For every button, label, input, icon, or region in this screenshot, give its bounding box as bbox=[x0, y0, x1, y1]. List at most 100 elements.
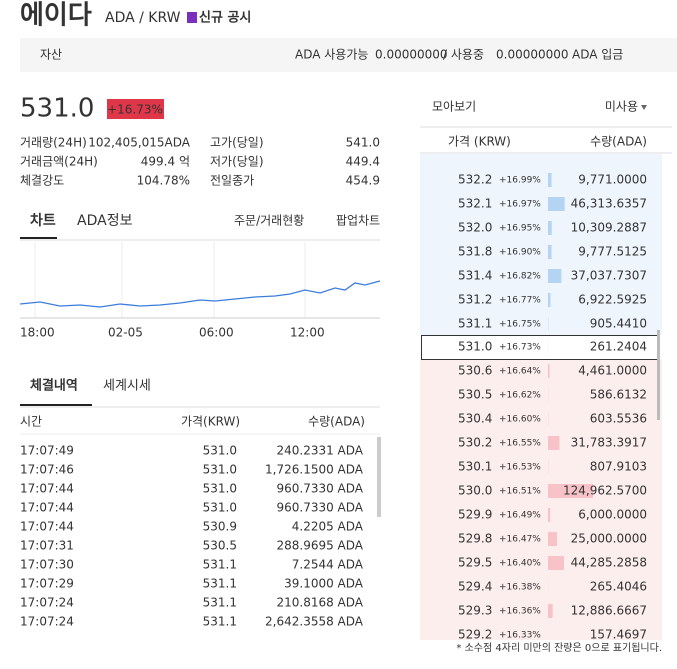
order-qty: 6,922.5925 bbox=[578, 293, 647, 307]
trade-qty: 960.7330 ADA bbox=[276, 482, 363, 496]
order-price: 531.0 bbox=[458, 340, 492, 354]
notice-icon bbox=[187, 12, 197, 23]
trade-price: 531.1 bbox=[203, 577, 237, 591]
order-qty: 37,037.7307 bbox=[571, 269, 647, 283]
quantity-bar bbox=[548, 532, 558, 546]
stat-label: 저가(당일) bbox=[210, 155, 264, 169]
order-price: 530.5 bbox=[458, 388, 492, 402]
scrollbar bbox=[657, 330, 660, 420]
stat-label: 고가(당일) bbox=[210, 136, 264, 150]
trade-qty: 39.1000 ADA bbox=[284, 577, 364, 591]
order-qty: 265.4046 bbox=[590, 580, 647, 594]
x-tick-label: 18:00 bbox=[20, 326, 55, 340]
order-qty: 46,313.6357 bbox=[571, 197, 647, 211]
order-qty: 124,962.5700 bbox=[563, 484, 647, 498]
balance-bar bbox=[20, 38, 677, 72]
order-qty: 586.6132 bbox=[590, 388, 647, 402]
footnote: * 소수점 4자리 미만의 잔량은 0으로 표기됩니다. bbox=[456, 641, 662, 654]
page-title: 에이다 bbox=[20, 1, 92, 31]
tab-link[interactable]: 팝업차트 bbox=[336, 214, 380, 228]
trade-price: 531.0 bbox=[203, 444, 237, 458]
balance-value: 0.00000000 bbox=[375, 48, 448, 62]
order-price: 530.1 bbox=[458, 460, 492, 474]
quantity-bar bbox=[548, 221, 552, 235]
price-line bbox=[19, 280, 381, 308]
order-change: +16.95% bbox=[499, 224, 541, 234]
current-price: 531.0 bbox=[20, 94, 94, 124]
order-change: +16.90% bbox=[499, 248, 541, 258]
order-price: 529.8 bbox=[458, 532, 492, 546]
order-qty: 6,000.0000 bbox=[578, 508, 647, 522]
order-qty: 4,461.0000 bbox=[578, 364, 647, 378]
trade-time: 17:07:24 bbox=[20, 596, 74, 610]
quantity-bar bbox=[548, 173, 552, 187]
stat-label: 체결강도 bbox=[20, 174, 64, 188]
column-header: 수량(ADA) bbox=[590, 135, 647, 149]
bid-area bbox=[420, 359, 662, 640]
balance-label: ADA 사용가능 bbox=[295, 48, 368, 62]
order-change: +16.55% bbox=[499, 439, 541, 449]
group-label: 모아보기 bbox=[432, 100, 476, 114]
tab-link[interactable]: 주문/거래현황 bbox=[234, 214, 304, 228]
trade-price: 531.0 bbox=[203, 482, 237, 496]
order-change: +16.75% bbox=[499, 320, 541, 330]
x-tick-label: 12:00 bbox=[290, 326, 325, 340]
trade-time: 17:07:44 bbox=[20, 482, 74, 496]
column-header: 가격 (KRW) bbox=[448, 135, 511, 149]
column-header: 시간 bbox=[20, 415, 42, 429]
order-qty: 25,000.0000 bbox=[571, 532, 647, 546]
order-qty: 44,285.2858 bbox=[571, 556, 647, 570]
quantity-bar bbox=[548, 197, 565, 211]
trade-qty: 210.8168 ADA bbox=[276, 596, 363, 610]
order-change: +16.60% bbox=[499, 415, 541, 425]
quantity-bar bbox=[548, 484, 593, 498]
ask-area bbox=[420, 154, 662, 335]
order-price: 532.0 bbox=[458, 221, 492, 235]
trade-time: 17:07:46 bbox=[20, 463, 74, 477]
quantity-bar bbox=[548, 293, 551, 307]
trade-qty: 7.2544 ADA bbox=[292, 558, 364, 572]
order-qty: 905.4410 bbox=[590, 317, 647, 331]
order-qty: 261.2404 bbox=[590, 340, 647, 354]
column-header: 가격(KRW) bbox=[181, 415, 240, 429]
order-change: +16.64% bbox=[499, 367, 541, 377]
tab[interactable]: ADA정보 bbox=[77, 213, 133, 229]
order-qty: 157.4697 bbox=[590, 628, 647, 642]
trade-time: 17:07:44 bbox=[20, 501, 74, 515]
deposit-link[interactable]: ADA 입금 bbox=[572, 48, 623, 62]
order-change: +16.40% bbox=[499, 559, 541, 569]
stat-value: 454.9 bbox=[346, 174, 380, 188]
trade-time: 17:07:49 bbox=[20, 444, 74, 458]
tab[interactable]: 체결내역 bbox=[30, 378, 78, 394]
order-price: 529.4 bbox=[458, 580, 492, 594]
order-change: +16.62% bbox=[499, 391, 541, 401]
x-tick-label: 02-05 bbox=[108, 326, 143, 340]
order-price: 531.8 bbox=[458, 245, 492, 259]
stat-label: 거래량(24H) bbox=[20, 136, 87, 150]
trade-price: 530.5 bbox=[203, 539, 237, 553]
order-change: +16.51% bbox=[499, 487, 541, 497]
tab[interactable]: 세계시세 bbox=[103, 379, 151, 394]
trade-price: 530.9 bbox=[203, 520, 237, 534]
order-qty: 807.9103 bbox=[590, 460, 647, 474]
order-price: 530.0 bbox=[458, 484, 492, 498]
trade-time: 17:07:31 bbox=[20, 539, 74, 553]
change-rate: +16.73% bbox=[107, 103, 163, 117]
order-change: +16.49% bbox=[499, 511, 541, 521]
order-price: 532.1 bbox=[458, 197, 492, 211]
order-change: +16.82% bbox=[499, 272, 541, 282]
trade-qty: 4.2205 ADA bbox=[292, 520, 364, 534]
stat-value: 104.78% bbox=[137, 174, 190, 188]
trade-time: 17:07:44 bbox=[20, 520, 74, 534]
order-price: 530.4 bbox=[458, 412, 492, 426]
balance-label: 자산 bbox=[40, 48, 62, 62]
quantity-bar bbox=[548, 436, 560, 450]
order-price: 530.6 bbox=[458, 364, 492, 378]
tab[interactable]: 차트 bbox=[30, 213, 56, 229]
order-change: +16.97% bbox=[499, 200, 541, 210]
order-price: 531.1 bbox=[458, 317, 492, 331]
order-change: +16.38% bbox=[499, 583, 541, 593]
balance-value: 0.00000000 bbox=[496, 48, 569, 62]
notice: 신규 공시 bbox=[199, 11, 251, 26]
